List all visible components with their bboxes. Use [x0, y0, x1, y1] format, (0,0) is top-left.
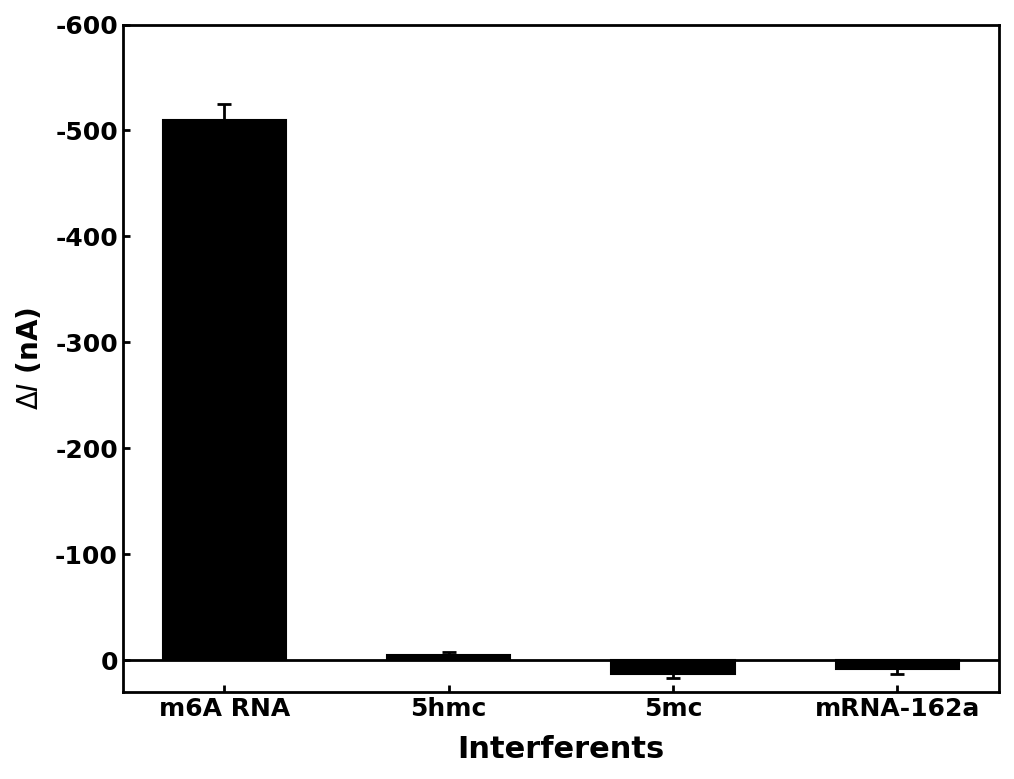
X-axis label: Interferents: Interferents: [457, 735, 664, 764]
Bar: [611, 661, 735, 675]
Y-axis label: $\Delta\mathit{I}$ (nA): $\Delta\mathit{I}$ (nA): [15, 307, 44, 410]
Bar: [836, 661, 959, 669]
Bar: [162, 120, 286, 661]
Bar: [387, 655, 510, 661]
